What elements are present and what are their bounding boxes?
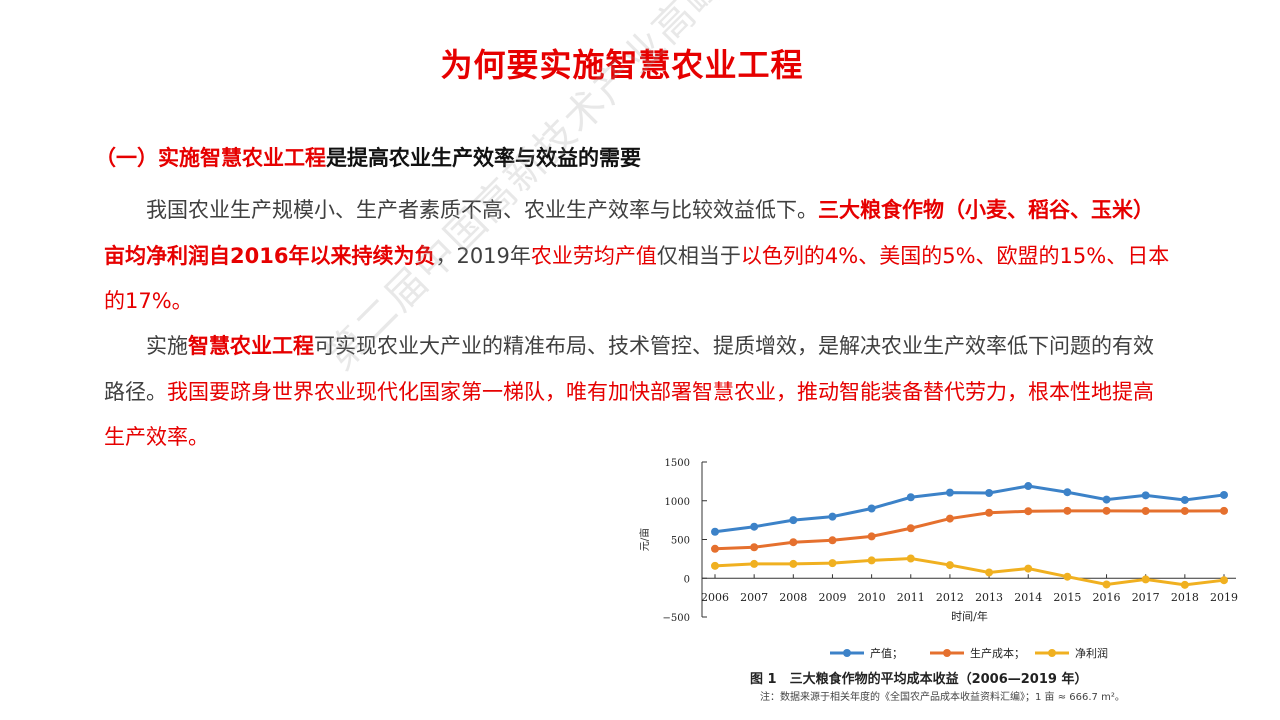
p1-s4: 农业劳均产值 [530, 243, 657, 268]
p1-s2: 三大粮食作物（小麦、稻谷、玉米）亩均净利润自2016年以来持续为负 [104, 198, 1154, 268]
x-tick-label: 2019 [1210, 591, 1238, 604]
series-line-0 [714, 484, 1225, 534]
x-tick-label: 2010 [858, 591, 886, 604]
data-point [750, 522, 759, 531]
y-axis-title: 元/亩 [638, 528, 651, 551]
x-tick-label: 2015 [1053, 591, 1081, 604]
section-red-part: 实施智慧农业工程 [158, 146, 326, 170]
p2-s1: 实施 [146, 334, 188, 358]
chart-axes: −500 0 500 1000 1500 2006 2007 2008 2009 2010 2011… [638, 458, 1238, 624]
legend-label: 产值； [870, 646, 903, 660]
chart-caption: 图 1 三大粮食作物的平均成本收益（2006—2019 年） [750, 672, 1088, 687]
cost-benefit-chart: −500 0 500 1000 1500 2006 2007 2008 2009 2010 2011… [638, 458, 1238, 660]
legend-label: 生产成本； [970, 646, 1025, 660]
x-tick-label: 2013 [975, 591, 1003, 604]
data-point [750, 543, 759, 552]
paragraph-2: 实施智慧农业工程可实现农业大产业的精准布局、技术管控、提质增效，是解决农业生产效… [104, 324, 1174, 461]
paragraph-1: 我国农业生产规模小、生产者素质不高、农业生产效率与比较效益低下。三大粮食作物（小… [104, 188, 1174, 325]
y-tick-label: 0 [684, 574, 690, 585]
data-point [945, 561, 954, 570]
y-tick-label: 1000 [665, 497, 690, 508]
chart-legend: 产值； 生产成本； 净利润 [830, 646, 1108, 660]
data-point [1024, 482, 1033, 491]
x-tick-label: 2009 [818, 591, 846, 604]
chart-series [711, 482, 1228, 589]
legend-marker [1048, 649, 1056, 657]
data-point [828, 536, 837, 545]
data-point [1102, 506, 1111, 515]
data-point [985, 489, 994, 497]
x-tick-label: 2018 [1171, 591, 1199, 604]
data-point [1102, 580, 1111, 589]
section-heading: （一）实施智慧农业工程是提高农业生产效率与效益的需要 [95, 142, 641, 172]
data-point [828, 512, 837, 521]
data-point [1102, 495, 1111, 504]
x-axis-title: 时间/年 [951, 609, 988, 623]
data-point [1063, 488, 1072, 497]
data-point [906, 554, 915, 563]
data-point [945, 514, 954, 523]
legend-marker [843, 649, 851, 657]
data-point [789, 538, 798, 547]
data-point [867, 532, 876, 541]
p1-s6: 以色列的4%、美国的5%、欧盟的15%、日本的17%。 [104, 243, 1170, 314]
data-point [789, 516, 798, 525]
x-tick-label: 2012 [936, 591, 964, 604]
data-point [985, 508, 994, 517]
data-point [1180, 580, 1189, 589]
data-point [1180, 506, 1189, 515]
y-tick-label: 500 [671, 536, 690, 547]
p2-s2: 智慧农业工程 [188, 334, 314, 358]
data-point [750, 559, 759, 568]
x-tick-label: 2007 [740, 591, 768, 604]
section-prefix: （一） [95, 146, 158, 170]
legend-marker [943, 649, 951, 657]
p1-s3: ，2019年 [435, 243, 531, 268]
data-point [985, 568, 994, 577]
x-tick-label: 2014 [1014, 591, 1042, 604]
series-line-1 [714, 509, 1225, 551]
data-point [711, 527, 719, 536]
data-point [906, 493, 915, 502]
p2-s4: 我国要跻身世界农业现代化国家第一梯队，唯有加快部署智慧农业，推动智能装备替代劳力… [104, 379, 1154, 450]
p1-s5: 仅相当于 [656, 243, 741, 268]
series-line-2 [714, 556, 1225, 587]
data-point [1063, 572, 1072, 581]
data-point [1141, 506, 1150, 515]
x-tick-label: 2016 [1093, 591, 1121, 604]
data-point [1024, 564, 1033, 573]
data-point [1024, 507, 1033, 516]
y-tick-label: −500 [663, 613, 690, 624]
data-point [1141, 491, 1150, 500]
data-point [789, 559, 798, 568]
y-tick-label: 1500 [665, 458, 690, 469]
p2-s3: 可实现农业大产业的精准布局、技术管控、提质增效，是解决农业生产效率低下问题的有效… [104, 334, 1154, 404]
x-tick-label: 2017 [1132, 591, 1160, 604]
x-tick-label: 2011 [897, 591, 925, 604]
data-point [1220, 506, 1228, 515]
slide-title: 为何要实施智慧农业工程 [440, 46, 804, 84]
legend-label: 净利润 [1075, 646, 1108, 660]
x-tick-label: 2008 [779, 591, 807, 604]
data-point [1220, 576, 1228, 585]
section-rest: 是提高农业生产效率与效益的需要 [326, 146, 641, 170]
chart-note: 注：数据来源于相关年度的《全国农产品成本收益资料汇编》；1 亩 ≈ 666.7 … [760, 692, 1125, 703]
data-point [711, 544, 719, 553]
data-point [867, 556, 876, 565]
data-point [1220, 490, 1228, 499]
data-point [906, 524, 915, 533]
data-point [1063, 506, 1072, 515]
data-point [711, 561, 719, 570]
x-tick-label: 2006 [701, 591, 729, 604]
data-point [945, 488, 954, 497]
data-point [1141, 575, 1150, 584]
data-point [1180, 495, 1189, 504]
data-point [867, 504, 876, 513]
data-point [828, 559, 837, 568]
p1-s1: 我国农业生产规模小、生产者素质不高、农业生产效率与比较效益低下。 [146, 198, 818, 222]
